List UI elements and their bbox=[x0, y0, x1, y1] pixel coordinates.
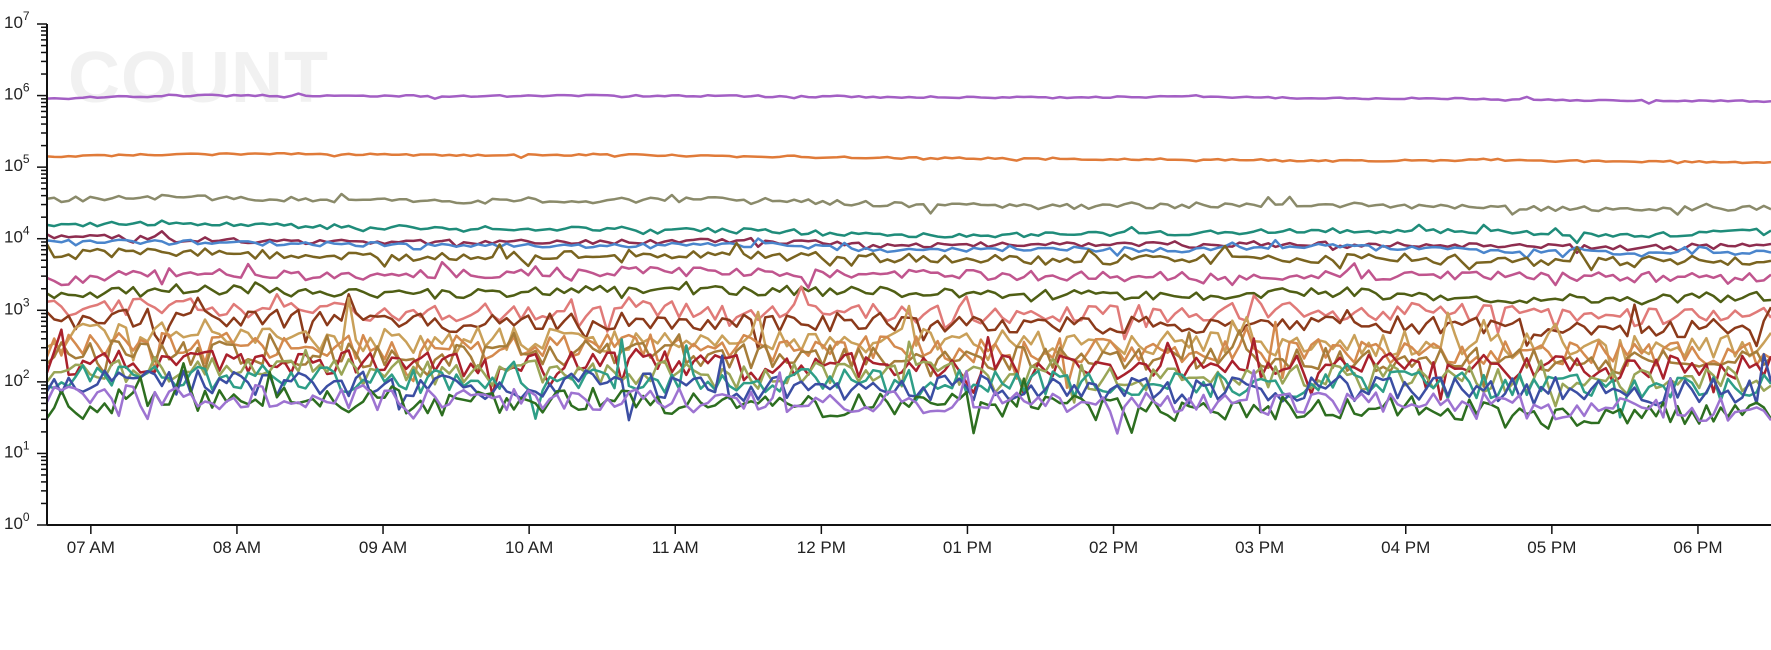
y-tick-base: 10 bbox=[4, 371, 23, 390]
x-tick-label: 05 PM bbox=[1527, 538, 1576, 557]
x-tick-label: 09 AM bbox=[359, 538, 407, 557]
series-line-17 bbox=[46, 338, 1771, 420]
x-tick-label: 04 PM bbox=[1381, 538, 1430, 557]
x-tick-label: 01 PM bbox=[943, 538, 992, 557]
series-line-20 bbox=[45, 369, 1771, 435]
y-tick-base: 10 bbox=[4, 13, 23, 32]
chart-watermark: COUNT bbox=[68, 38, 329, 118]
x-tick-label: 07 AM bbox=[67, 538, 115, 557]
series-line-13 bbox=[45, 320, 1771, 390]
series-line-3 bbox=[46, 192, 1771, 216]
y-tick-exponent: 5 bbox=[23, 152, 30, 166]
series-line-8 bbox=[46, 260, 1771, 289]
y-tick-label: 105 bbox=[4, 152, 30, 175]
series-line-2 bbox=[46, 152, 1771, 165]
x-tick-label: 10 AM bbox=[505, 538, 553, 557]
y-tick-exponent: 4 bbox=[23, 224, 30, 238]
series-line-11 bbox=[46, 293, 1771, 351]
y-tick-label: 101 bbox=[4, 438, 30, 461]
series-layer bbox=[45, 92, 1771, 435]
y-tick-label: 103 bbox=[4, 295, 30, 318]
series-line-12 bbox=[46, 296, 1771, 380]
y-tick-exponent: 7 bbox=[23, 9, 30, 23]
series-line-7 bbox=[45, 241, 1771, 272]
y-tick-exponent: 0 bbox=[23, 510, 30, 524]
series-line-1 bbox=[46, 92, 1771, 105]
y-tick-label: 107 bbox=[4, 9, 30, 32]
y-tick-exponent: 3 bbox=[23, 295, 30, 309]
series-line-18 bbox=[45, 353, 1771, 422]
y-tick-base: 10 bbox=[4, 156, 23, 175]
y-tick-base: 10 bbox=[4, 299, 23, 318]
y-tick-exponent: 2 bbox=[23, 367, 30, 381]
series-line-6 bbox=[46, 237, 1771, 260]
y-tick-label: 104 bbox=[4, 224, 30, 247]
y-tick-exponent: 1 bbox=[23, 438, 30, 452]
x-tick-label: 11 AM bbox=[652, 538, 699, 557]
y-tick-label: 100 bbox=[4, 510, 30, 533]
series-line-10 bbox=[46, 285, 1771, 341]
y-tick-label: 106 bbox=[4, 81, 30, 104]
y-tick-base: 10 bbox=[4, 228, 23, 247]
y-tick-base: 10 bbox=[4, 442, 23, 461]
series-line-5 bbox=[46, 230, 1771, 255]
x-tick-label: 06 PM bbox=[1673, 538, 1722, 557]
y-tick-base: 10 bbox=[4, 514, 23, 533]
x-tick-label: 02 PM bbox=[1089, 538, 1138, 557]
x-tick-label: 03 PM bbox=[1235, 538, 1284, 557]
y-tick-label: 102 bbox=[4, 367, 30, 390]
y-tick-base: 10 bbox=[4, 85, 23, 104]
x-tick-label: 08 AM bbox=[213, 538, 261, 557]
series-line-4 bbox=[46, 219, 1771, 245]
x-tick-label: 12 PM bbox=[797, 538, 846, 557]
y-tick-exponent: 6 bbox=[23, 81, 30, 95]
series-line-9 bbox=[46, 280, 1771, 306]
